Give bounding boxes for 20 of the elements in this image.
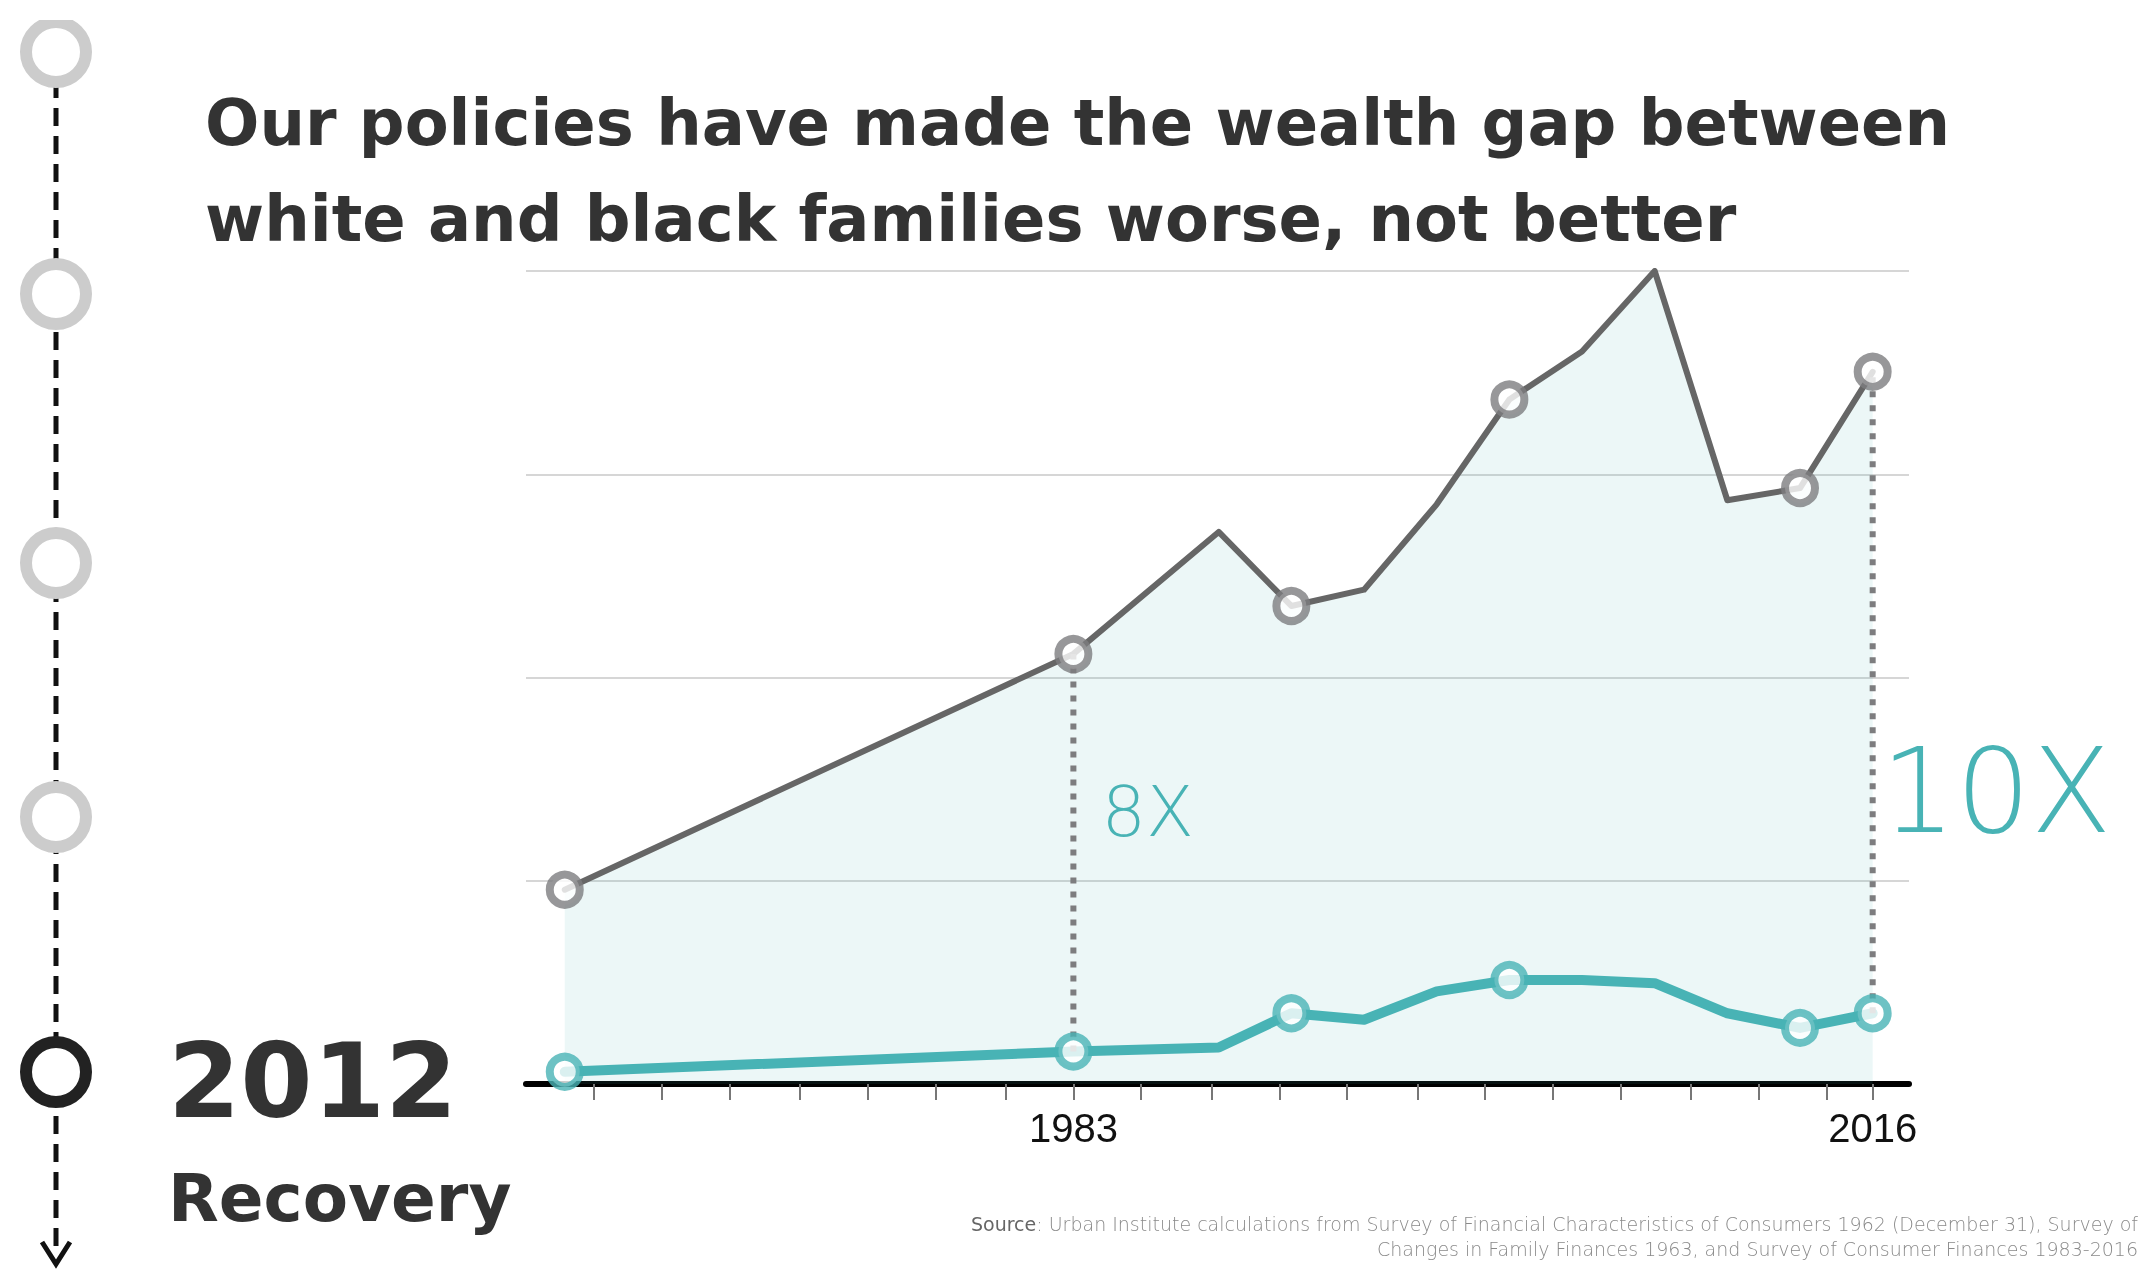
- x-tick-label: 2016: [1828, 1106, 1918, 1150]
- point: [1272, 994, 1311, 1033]
- point: [1853, 994, 1892, 1033]
- point: [545, 870, 584, 909]
- annotation: 10X: [1880, 722, 2112, 861]
- point: [1054, 1032, 1093, 1071]
- point: [1781, 1008, 1820, 1047]
- point: [1781, 469, 1820, 508]
- x-tick-label: 1983: [1028, 1106, 1118, 1150]
- point: [1490, 960, 1529, 999]
- point: [1054, 634, 1093, 673]
- text: Recovery: [168, 1160, 512, 1237]
- source-note: Source: Urban Institute calculations from Survey of Financial Characteristics of Consumers 1962 (December 31), Survey of Changes in Family Finances 1963, and Survey of Consumer Finances 1983-2016: [970, 1212, 2138, 1262]
- text: 2012: [168, 1020, 458, 1142]
- point: [1272, 586, 1311, 625]
- point: [1490, 380, 1529, 419]
- annotation: 8X: [1101, 771, 1194, 854]
- point: [1853, 352, 1892, 391]
- point: [545, 1052, 584, 1091]
- chart-title: Our policies have made the wealth gap between white and black families worse, not better: [205, 86, 1973, 256]
